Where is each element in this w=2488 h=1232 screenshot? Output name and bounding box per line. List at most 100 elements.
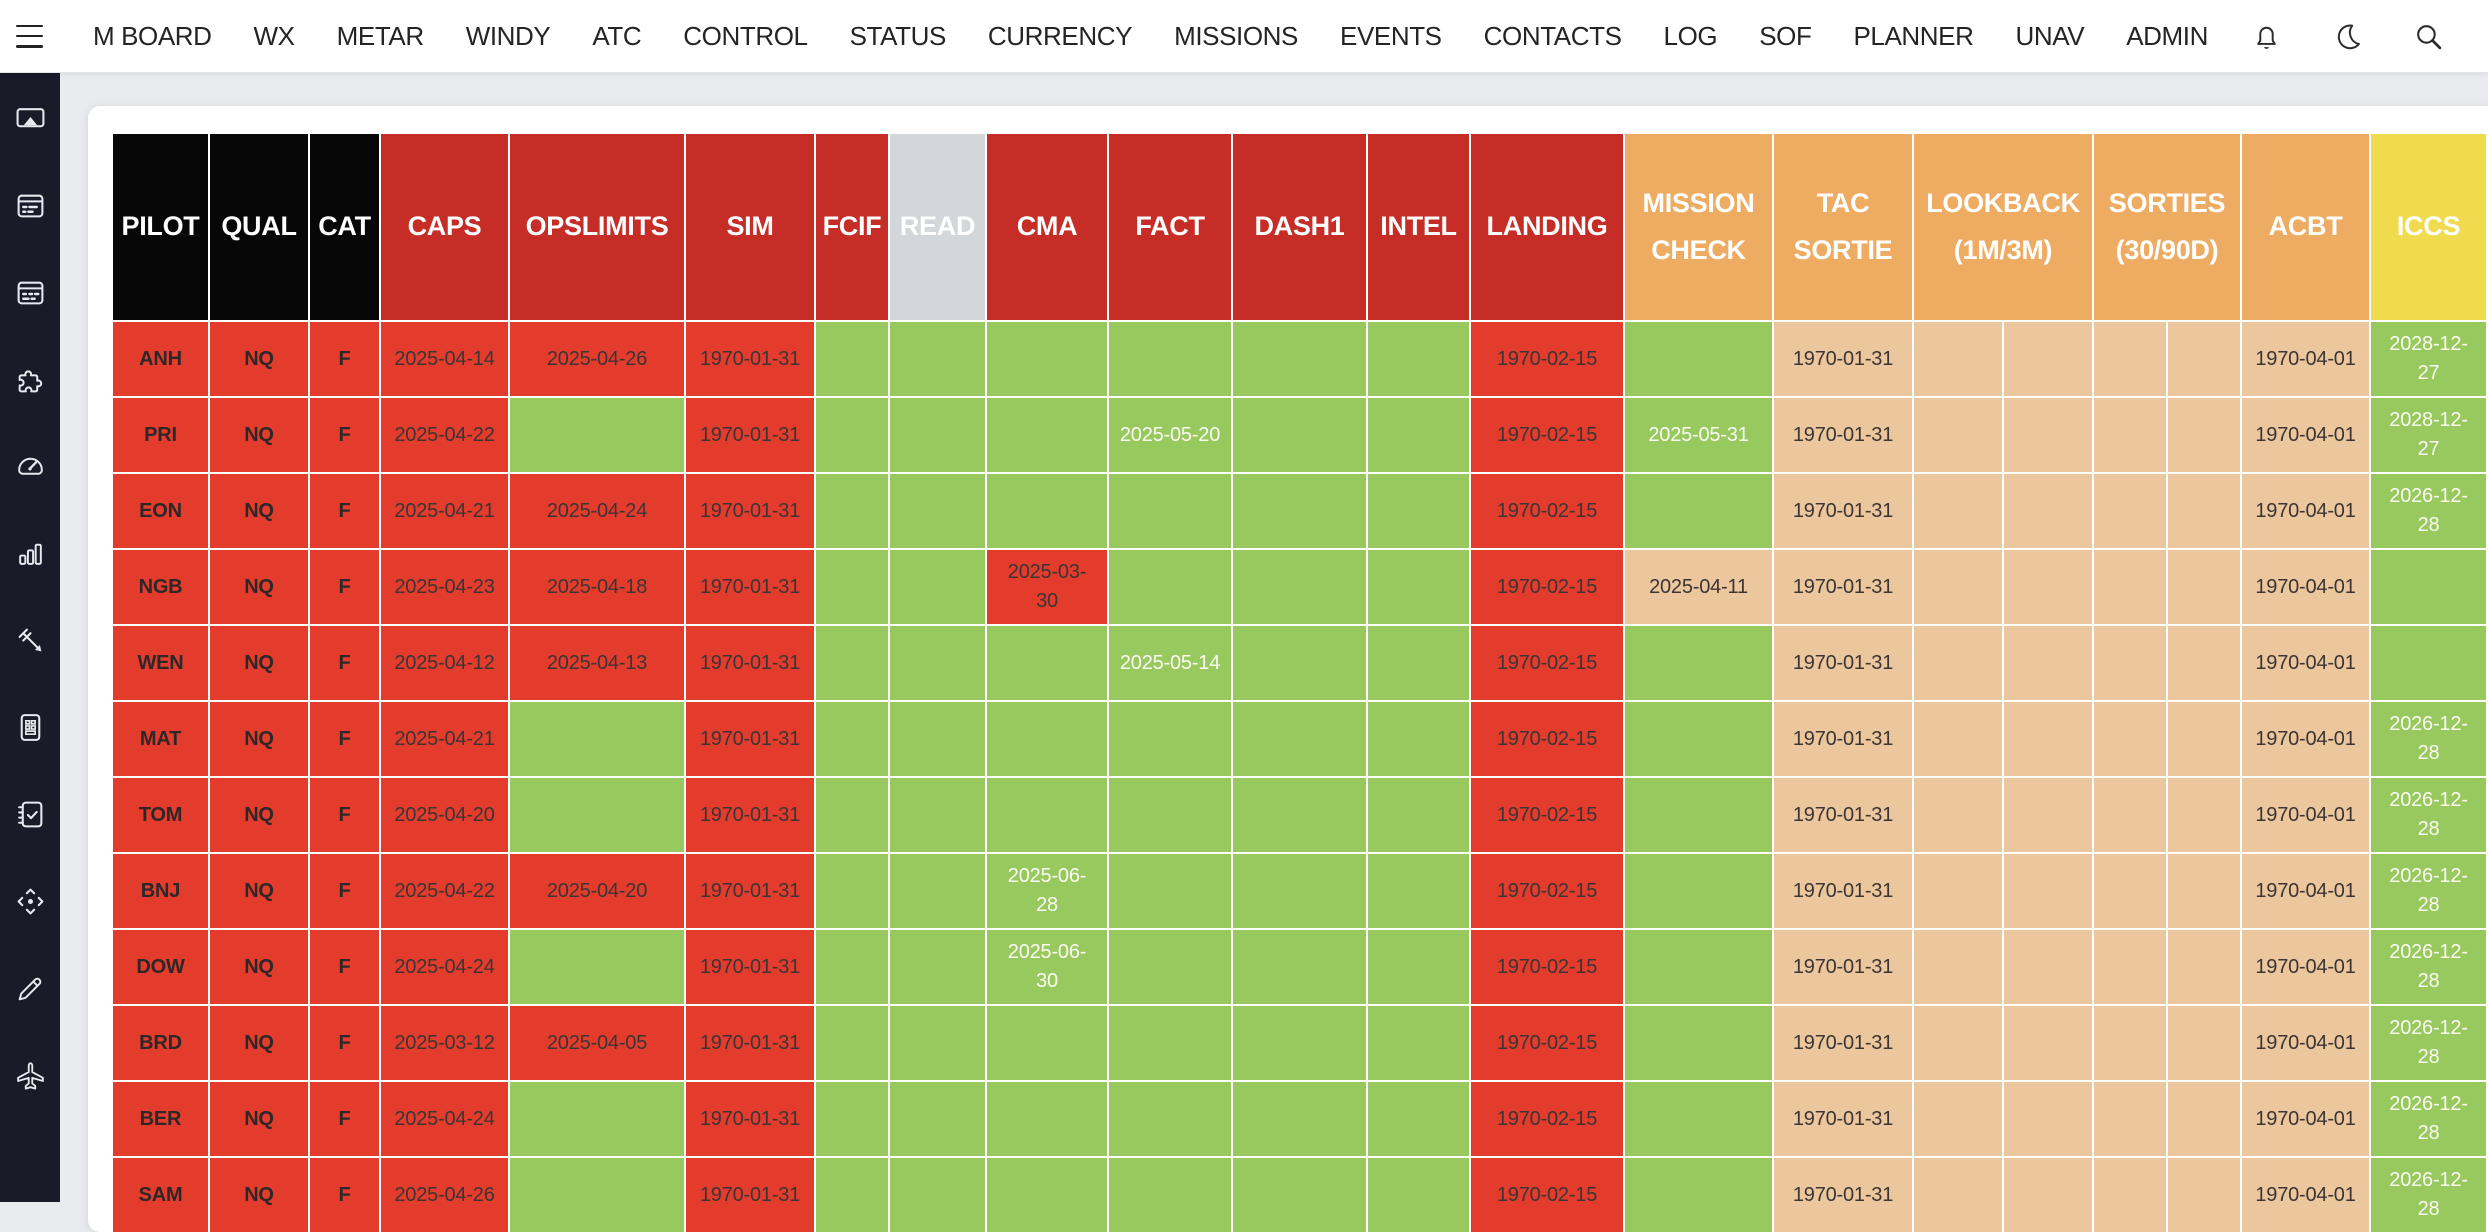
cell-anh-fcif (816, 322, 888, 396)
notebook-check-icon[interactable] (15, 799, 46, 830)
table-row-wen: WENNQF2025-04-122025-04-131970-01-312025… (113, 626, 2486, 700)
cell-pri-landing: 1970-02-15 (1471, 398, 1623, 472)
cell-wen-pilot: WEN (113, 626, 208, 700)
cell-ngb-iccs (2371, 550, 2486, 624)
cell-bnj-qual: NQ (210, 854, 308, 928)
cell-brd-lookback-3m (2004, 1006, 2092, 1080)
cell-mat-lookback-3m (2004, 702, 2092, 776)
cell-tom-fact (1109, 778, 1231, 852)
nav-item-events[interactable]: EVENTS (1340, 21, 1442, 52)
cell-dow-acbt: 1970-04-01 (2242, 930, 2369, 1004)
cell-ngb-intel (1368, 550, 1469, 624)
cell-pri-dash1 (1233, 398, 1366, 472)
nav-item-planner[interactable]: PLANNER (1853, 21, 1973, 52)
cell-ber-lookback-1m (1914, 1082, 2002, 1156)
nav-item-unav[interactable]: UNAV (2016, 21, 2085, 52)
cell-tom-lookback-1m (1914, 778, 2002, 852)
nav-item-windy[interactable]: WINDY (466, 21, 551, 52)
cell-tom-pilot: TOM (113, 778, 208, 852)
moon-icon[interactable] (2332, 21, 2363, 52)
nav-menu: M BOARD WX METAR WINDY ATC CONTROL STATUS CURRE… (93, 21, 2208, 52)
cell-ngb-fcif (816, 550, 888, 624)
cell-brd-landing: 1970-02-15 (1471, 1006, 1623, 1080)
menu-icon[interactable] (16, 25, 43, 48)
cell-wen-acbt: 1970-04-01 (2242, 626, 2369, 700)
cell-eon-iccs: 2026-12- 28 (2371, 474, 2486, 548)
column-header-acbt: ACBT (2242, 134, 2369, 320)
table-row-dow: DOWNQF2025-04-241970-01-312025-06- 30197… (113, 930, 2486, 1004)
cell-eon-sorties-90 (2168, 474, 2240, 548)
cell-eon-lookback-1m (1914, 474, 2002, 548)
cell-ngb-dash1 (1233, 550, 1366, 624)
cell-anh-sorties-90 (2168, 322, 2240, 396)
cell-sam-read (890, 1158, 985, 1232)
search-icon[interactable] (2413, 21, 2444, 52)
cell-ber-iccs: 2026-12- 28 (2371, 1082, 2486, 1156)
cell-sam-mission-check (1625, 1158, 1772, 1232)
nav-item-wx[interactable]: WX (254, 21, 295, 52)
cell-eon-pilot: EON (113, 474, 208, 548)
cell-sam-caps: 2025-04-26 (381, 1158, 508, 1232)
nav-item-atc[interactable]: ATC (592, 21, 641, 52)
bell-icon[interactable] (2251, 21, 2282, 52)
column-header-mission-check: MISSION CHECK (1625, 134, 1772, 320)
nav-item-status[interactable]: STATUS (850, 21, 946, 52)
nav-item-log[interactable]: LOG (1664, 21, 1718, 52)
cell-anh-pilot: ANH (113, 322, 208, 396)
cell-ngb-lookback-3m (2004, 550, 2092, 624)
cell-anh-sim: 1970-01-31 (686, 322, 814, 396)
gauge-icon[interactable] (15, 451, 46, 482)
cell-wen-lookback-1m (1914, 626, 2002, 700)
move-icon[interactable] (15, 886, 46, 917)
nav-item-metar[interactable]: METAR (337, 21, 424, 52)
nav-item-control[interactable]: CONTROL (683, 21, 807, 52)
cell-anh-fact (1109, 322, 1231, 396)
cell-sam-cma (987, 1158, 1107, 1232)
cell-bnj-iccs: 2026-12- 28 (2371, 854, 2486, 928)
cell-dow-caps: 2025-04-24 (381, 930, 508, 1004)
cell-ber-fact (1109, 1082, 1231, 1156)
cell-eon-lookback-3m (2004, 474, 2092, 548)
cell-mat-sorties-30 (2094, 702, 2166, 776)
nav-item-admin[interactable]: ADMIN (2126, 21, 2208, 52)
puzzle-icon[interactable] (15, 364, 46, 395)
cell-brd-acbt: 1970-04-01 (2242, 1006, 2369, 1080)
nav-item-contacts[interactable]: CONTACTS (1484, 21, 1622, 52)
nav-item-missions[interactable]: MISSIONS (1174, 21, 1298, 52)
cell-anh-caps: 2025-04-14 (381, 322, 508, 396)
airplane-icon[interactable] (15, 1060, 46, 1091)
column-header-pilot: PILOT (113, 134, 208, 320)
cell-ber-sim: 1970-01-31 (686, 1082, 814, 1156)
cell-dow-read (890, 930, 985, 1004)
cell-brd-lookback-1m (1914, 1006, 2002, 1080)
calendar-events-icon[interactable] (15, 277, 46, 308)
nav-item-m-board[interactable]: M BOARD (93, 21, 212, 52)
cell-ngb-cma: 2025-03- 30 (987, 550, 1107, 624)
currency-board-table: PILOTQUALCATCAPSOPSLIMITSSIMFCIFREADCMAF… (111, 132, 2488, 1232)
cell-dow-fact (1109, 930, 1231, 1004)
column-header-tac-sortie: TAC SORTIE (1774, 134, 1912, 320)
cell-wen-mission-check (1625, 626, 1772, 700)
nav-item-currency[interactable]: CURRENCY (988, 21, 1132, 52)
cell-anh-lookback-1m (1914, 322, 2002, 396)
pencil-icon[interactable] (15, 973, 46, 1004)
cell-sam-lookback-1m (1914, 1158, 2002, 1232)
cell-ngb-qual: NQ (210, 550, 308, 624)
column-header-fact: FACT (1109, 134, 1231, 320)
calendar-schedule-icon[interactable] (15, 190, 46, 221)
cell-tom-cma (987, 778, 1107, 852)
cell-anh-acbt: 1970-04-01 (2242, 322, 2369, 396)
bar-chart-icon[interactable] (15, 538, 46, 569)
cell-anh-sorties-30 (2094, 322, 2166, 396)
cell-bnj-sorties-30 (2094, 854, 2166, 928)
dart-icon[interactable] (15, 625, 46, 656)
cell-wen-fact: 2025-05-14 (1109, 626, 1231, 700)
cell-eon-cma (987, 474, 1107, 548)
cell-wen-sorties-30 (2094, 626, 2166, 700)
grid-card-icon[interactable] (15, 712, 46, 743)
cell-eon-dash1 (1233, 474, 1366, 548)
cell-sam-acbt: 1970-04-01 (2242, 1158, 2369, 1232)
nav-item-sof[interactable]: SOF (1759, 21, 1811, 52)
cell-mat-qual: NQ (210, 702, 308, 776)
screen-cast-icon[interactable] (15, 103, 46, 134)
